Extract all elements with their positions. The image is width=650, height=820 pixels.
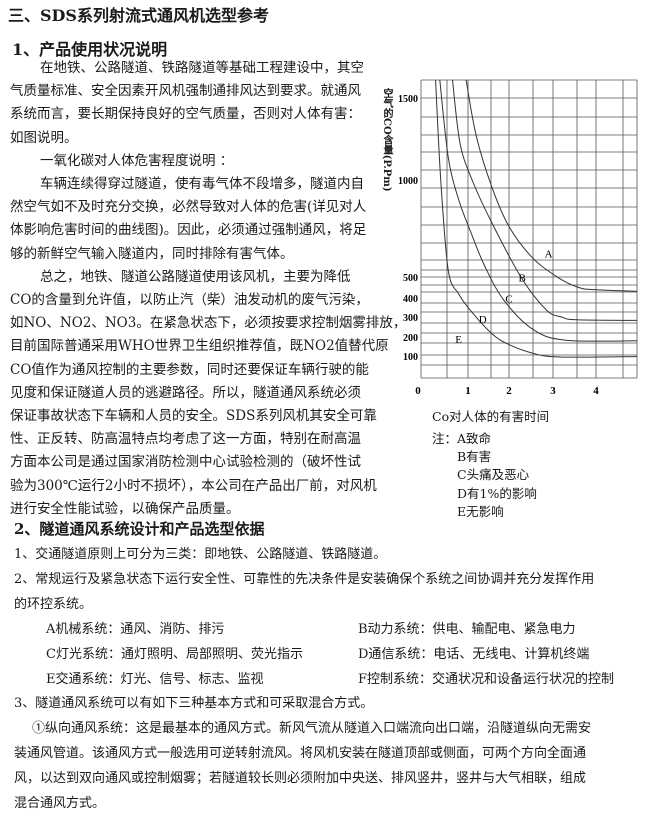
page-heading: 三、SDS系列射流式通风机选型参考: [8, 6, 269, 25]
y-tick-label: 1000: [398, 176, 418, 187]
text-line: 然空气如不及时充分交换，必然导致对人体的危害(详见对人: [10, 199, 367, 216]
x-tick-label: 2: [506, 385, 512, 397]
chart-y-axis-label: 空气的CO含量(P.Pm): [381, 88, 392, 192]
text-line: 验为300℃运行2小时不损坏），本公司在产品出厂前，对风机: [10, 477, 377, 494]
legend-note-e: E无影响: [457, 504, 504, 519]
section1-title: 1、产品使用状况说明: [12, 40, 168, 59]
system-row: E交通系统：灯光、信号、标志、监视 F控制系统：交通状况和设备运行状况的控制: [14, 668, 644, 693]
curve-label-a: A: [545, 249, 553, 261]
system-c: C灯光系统：通灯照明、局部照明、荧光指示: [46, 646, 303, 662]
text-line: CO的含量到允许值，以防止汽（柴）油发动机的废气污染，: [10, 292, 369, 309]
x-tick-label: 0: [415, 385, 421, 397]
text-line: 1、交通隧道原则上可分为三类：即地铁、公路隧道、铁路隧道。: [14, 547, 387, 562]
text-line: CO值作为通风控制的主要参数，同时还要保证车辆行驶的能: [10, 361, 369, 378]
y-tick-label: 200: [403, 333, 418, 344]
text-line: 体影响危害时间的曲线图)。因此，必须通过强制通风，将足: [10, 222, 367, 239]
text-line: 总之，地铁、隧道公路隧道使用该风机，主要为降低: [40, 268, 351, 285]
section2-body: 1、交通隧道原则上可分为三类：即地铁、公路隧道、铁路隧道。 2、常规运行及紧急状…: [14, 543, 644, 817]
legend-note-c: C头痛及恶心: [457, 467, 530, 482]
text-line: 混合通风方式。: [14, 796, 106, 812]
text-line: 够的新鲜空气输入隧道内，同时排除有害气体。: [10, 245, 294, 262]
text-line: 车辆连续得穿过隧道，使有毒气体不段增多，隧道内自: [40, 176, 364, 193]
text-line: 的环控系统。: [14, 596, 93, 612]
text-line: 在地铁、公路隧道、铁路隧道等基础工程建设中，其空: [40, 60, 364, 76]
text-line: 2、常规运行及紧急状态下运行安全性、可靠性的先决条件是安装确保个系统之间协调并充…: [14, 571, 595, 587]
section2-title: 2、隧道通风系统设计和产品选型依据: [14, 520, 265, 538]
curve-b: [451, 79, 638, 321]
text-line: 方面本公司是通过国家消防检测中心试验检测的（破坏性试: [10, 454, 361, 471]
text-line: 保证事故状态下车辆和人员的安全。SDS系列风机其安全可靠: [10, 408, 377, 425]
text-line: 见度和保证隧道人员的逃避路径。所以，隧道通风系统必须: [10, 384, 361, 401]
curve-d: [435, 79, 638, 358]
y-tick-label: 100: [403, 352, 418, 363]
system-row: A机械系统：通风、消防、排污 B动力系统：供电、输配电、紧急电力: [14, 618, 644, 643]
system-b: B动力系统：供电、输配电、紧急电力: [358, 621, 576, 637]
text-line: 3、隧道通风系统可以有如下三种基本方式和可采取混合方式。: [14, 696, 374, 712]
system-e: E交通系统：灯光、信号、标志、监视: [46, 671, 264, 687]
curve-a: [465, 79, 638, 292]
text-line: 系统而言，要长期保持良好的空气质量，否则对人体有害：: [10, 106, 361, 123]
x-tick-label: 4: [593, 385, 599, 397]
curve-c: [439, 79, 638, 342]
section1-body: 在地铁、公路隧道、铁路隧道等基础工程建设中，其空 气质量标准、安全因素开风机强制…: [10, 57, 407, 521]
y-tick-label: 500: [403, 273, 418, 284]
text-line: 进行安全性能试验，以确保产品质量。: [10, 500, 240, 517]
y-tick-label: 1500: [398, 94, 418, 105]
x-tick-label: 3: [550, 385, 556, 397]
text-line: ①纵向通风系统：这是最基本的通风方式。新风气流从隧道入口端流向出口端，沿隧道纵向…: [32, 721, 592, 737]
system-row: C灯光系统：通灯照明、局部照明、荧光指示 D通信系统：电话、无线电、计算机终端: [14, 643, 644, 668]
text-line: 一氧化碳对人体危害程度说明 ：: [40, 152, 234, 169]
text-line: 性、正反转、防高温特点均考虑了这一方面，特别在耐高温: [10, 431, 361, 448]
text-line: 如图说明。: [10, 129, 78, 146]
curve-label-d: D: [479, 314, 487, 326]
text-line: 风，以达到双向通风或控制烟雾；若隧道较长则必须附加中央送、排风竖井，竖井与大气相…: [14, 771, 587, 787]
text-line: 如NO、NO2、NO3。在紧急状态下，必须按要求控制烟雾排放，: [10, 315, 407, 332]
legend-note-a: 注：A致命: [432, 431, 492, 446]
system-a: A机械系统：通风、消防、排污: [46, 621, 225, 637]
text-line: 气质量标准、安全因素开风机强制通排风达到要求。就通风: [10, 83, 361, 100]
legend-note-d: D有1%的影响: [457, 486, 537, 501]
legend-note-b: B有害: [457, 449, 492, 464]
y-tick-label: 400: [403, 294, 418, 305]
text-line: 目前国际普通采用WHO世界卫生组织推荐值，既NO2值替代原: [10, 338, 389, 355]
x-tick-label: 1: [465, 385, 471, 397]
curve-label-b: B: [519, 273, 526, 285]
text-line: 装通风管道。该通风方式一般选用可逆转射流风。将风机安装在隧道顶部或侧面，可两个方…: [14, 746, 587, 762]
system-f: F控制系统：交通状况和设备运行状况的控制: [358, 671, 615, 687]
curve-label-e: E: [455, 334, 462, 346]
curve-label-c: C: [505, 294, 512, 306]
chart-x-axis-label: Co对人体的有害时间: [432, 409, 550, 424]
system-d: D通信系统：电话、无线电、计算机终端: [358, 646, 590, 662]
